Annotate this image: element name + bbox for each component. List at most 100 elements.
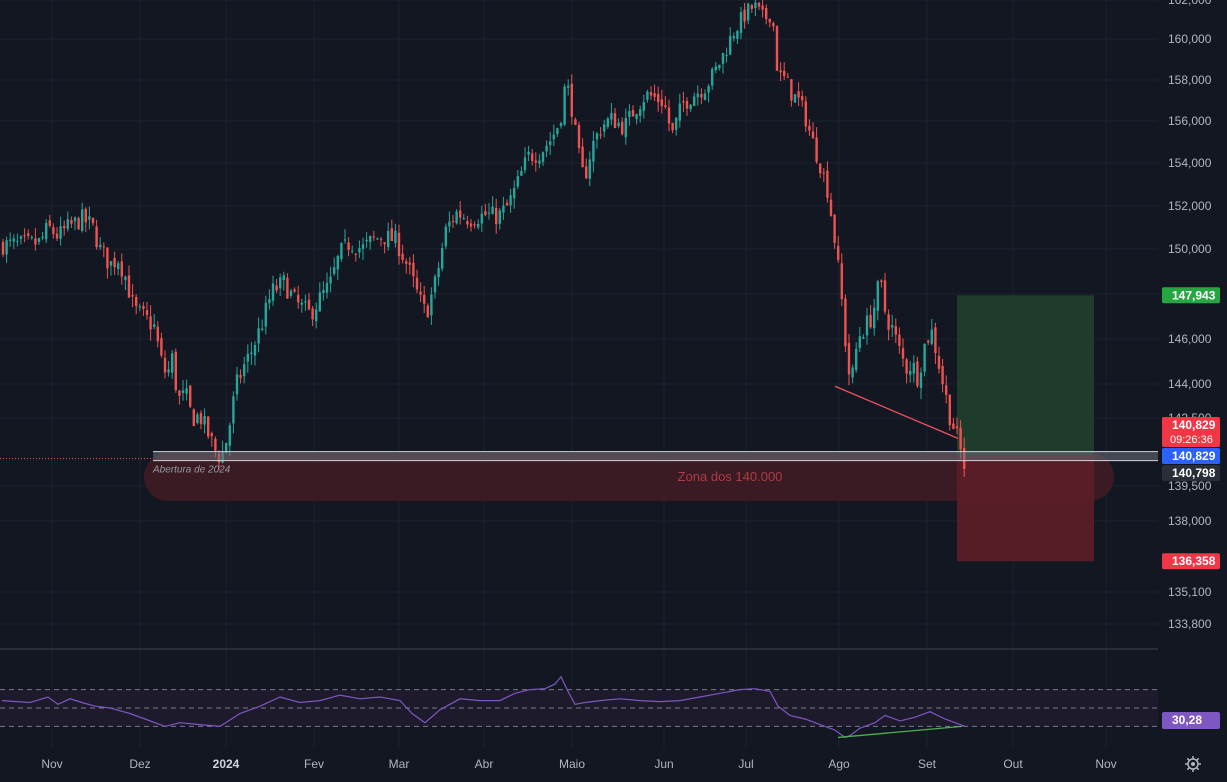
gear-icon[interactable] <box>1185 756 1201 772</box>
candle-down <box>131 295 134 297</box>
time-axis[interactable]: Nov Dez 2024 Fev Mar Abr Maio Jun Jul Ago Set Out No… <box>41 757 1116 771</box>
candle-up <box>858 336 861 349</box>
candle-up <box>153 324 156 327</box>
candle-up <box>675 117 678 130</box>
candle-up <box>516 176 519 187</box>
candle-up <box>923 343 926 372</box>
time-tick-label: Nov <box>41 757 62 771</box>
price-axis[interactable]: 162,000 160,000 158,000 156,000 154,000 152,0… <box>1158 0 1227 782</box>
candle-down <box>887 314 890 330</box>
time-tick-label: Abr <box>475 757 494 771</box>
candle-up <box>30 236 33 238</box>
candle-down <box>275 285 278 291</box>
candle-up <box>487 212 491 214</box>
time-tick-label: Mar <box>389 757 410 771</box>
candle-up <box>498 210 501 224</box>
candle-down <box>426 305 429 318</box>
candle-up <box>325 282 329 293</box>
candle-up <box>59 225 62 239</box>
candle-down <box>163 357 167 373</box>
candle-down <box>311 308 314 320</box>
candle-down <box>347 242 350 250</box>
candle-down <box>297 294 300 303</box>
price-badges: 147,943 140,829 09:26:36 140,829 140,798 136,… <box>1162 287 1220 729</box>
candle-down <box>1 241 5 255</box>
candle-up <box>376 238 379 240</box>
candle-up <box>559 122 563 127</box>
candle-down <box>959 428 962 450</box>
candle-down <box>761 5 764 10</box>
candle-up <box>509 195 512 206</box>
candle-up <box>523 157 527 171</box>
candle-up <box>912 362 915 374</box>
candle-up <box>545 145 548 152</box>
candle-up <box>448 221 451 227</box>
candle-down <box>142 305 145 309</box>
candle-up <box>365 239 368 242</box>
candle-up <box>336 255 339 270</box>
candle-down <box>459 210 462 218</box>
candle-up <box>513 187 516 199</box>
candle-down <box>664 105 667 108</box>
candle-down <box>84 208 87 223</box>
candle-down <box>783 70 786 76</box>
candle-up <box>66 219 69 229</box>
target-price-badge-bg <box>1162 287 1220 304</box>
support-band <box>153 451 1158 461</box>
candle-down <box>682 101 685 103</box>
candle-up <box>5 240 8 255</box>
candle-up <box>315 309 318 322</box>
candle-down <box>91 217 95 224</box>
candle-down <box>199 413 203 425</box>
candle-up <box>41 236 44 239</box>
time-tick-label: Ago <box>828 757 850 771</box>
support-level-badge: 140,798 <box>1172 466 1216 480</box>
candle-down <box>574 119 577 125</box>
candle-up <box>361 244 365 249</box>
candle-down <box>743 9 746 22</box>
entry-price-badge: 140,829 <box>1172 449 1216 463</box>
candle-down <box>819 163 822 174</box>
entry-price-badge-bg <box>1162 448 1220 464</box>
candle-down <box>473 224 476 226</box>
candle-down <box>23 235 26 237</box>
candle-up <box>721 53 725 64</box>
candle-up <box>567 85 570 88</box>
candle-down <box>937 356 941 369</box>
candle-down <box>577 124 581 148</box>
candle-down <box>894 326 897 335</box>
candle-up <box>520 171 523 176</box>
candle-up <box>430 294 433 316</box>
candle-up <box>333 267 336 274</box>
candle-down <box>775 26 779 71</box>
candle-up <box>109 261 113 266</box>
candle-up <box>271 283 275 301</box>
candle-down <box>804 101 807 127</box>
candle-down <box>174 351 177 391</box>
candle-up <box>181 390 185 393</box>
candle-up <box>455 211 458 224</box>
candle-down <box>286 277 289 299</box>
candle-up <box>340 242 343 259</box>
candle-up <box>322 290 325 294</box>
candle-down <box>829 199 833 216</box>
candle-up <box>477 224 480 228</box>
candle-down <box>372 236 375 238</box>
candle-down <box>621 121 624 135</box>
candle-down <box>55 233 59 239</box>
candle-down <box>419 291 422 295</box>
candle-down <box>631 110 635 117</box>
price-tick-label: 152,000 <box>1168 199 1212 213</box>
candle-up <box>919 372 923 388</box>
candle-up <box>282 275 285 281</box>
stop-zone <box>957 455 1094 562</box>
candle-down <box>113 257 116 268</box>
candle-up <box>264 302 267 327</box>
price-tick-label: 138,000 <box>1168 514 1212 528</box>
candle-up <box>437 267 440 278</box>
candle-up <box>387 230 390 248</box>
candle-down <box>405 261 408 264</box>
candle-down <box>214 438 217 451</box>
price-tick-label: 150,000 <box>1168 242 1212 256</box>
